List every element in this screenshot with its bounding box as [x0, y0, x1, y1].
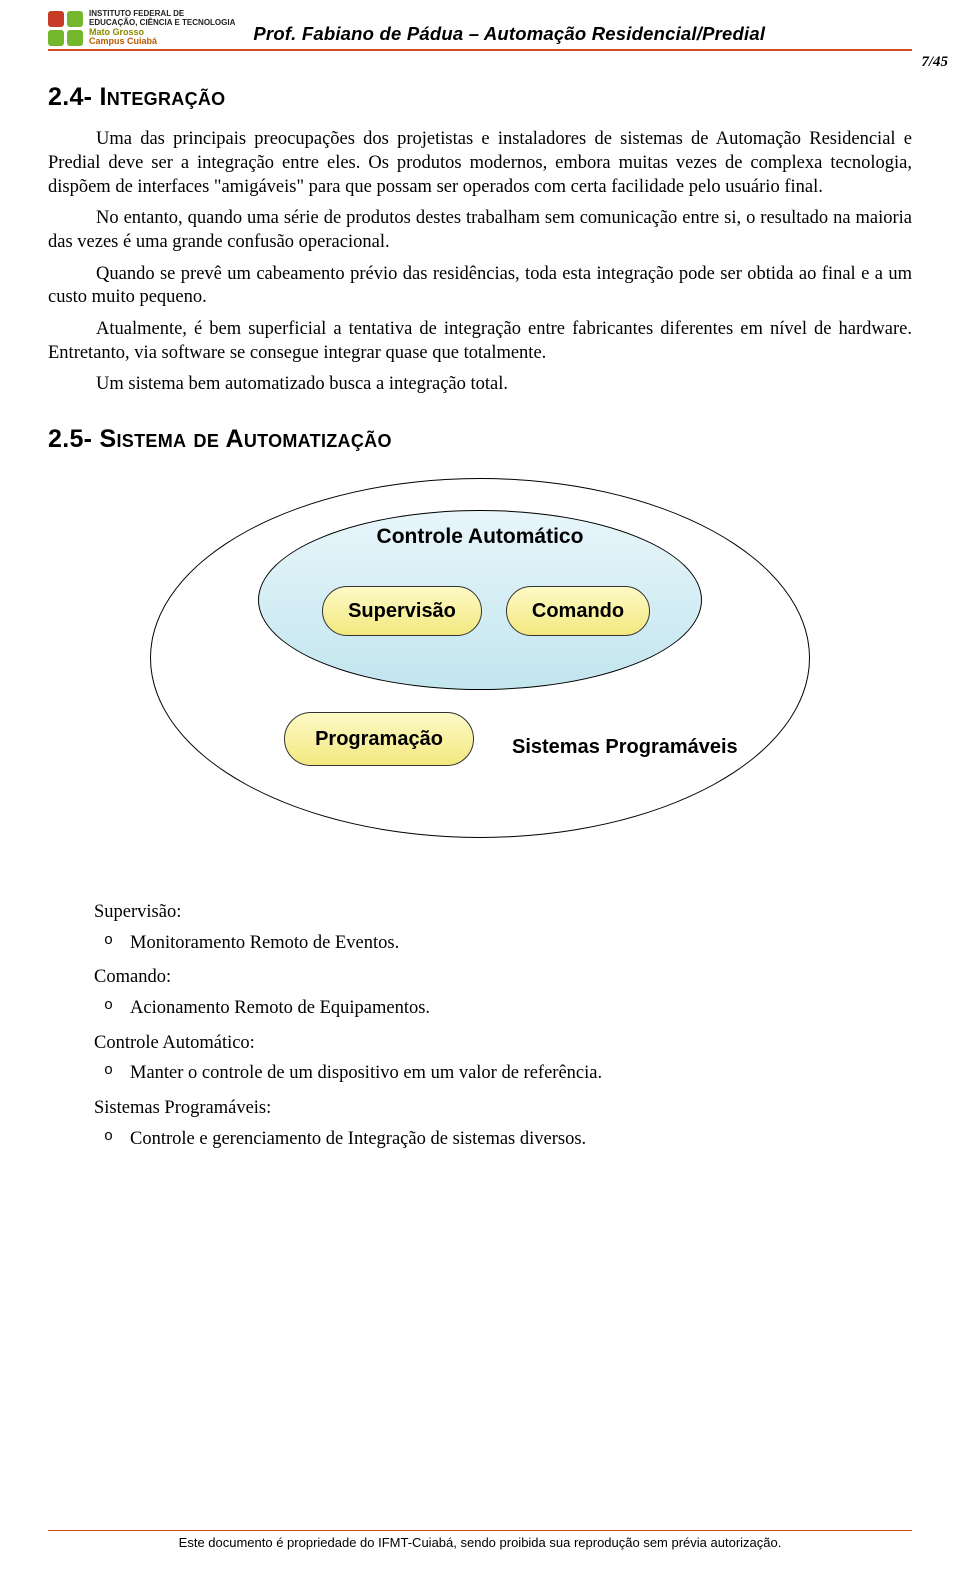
logo-sq-bl [48, 30, 64, 46]
def-item-sistemas: Controle e gerenciamento de Integração d… [94, 1125, 912, 1154]
section-heading-sistema: 2.5- Sistema de Automatização [48, 425, 912, 454]
node-comando-label: Comando [532, 600, 624, 623]
logo-sq-tr [67, 11, 83, 27]
def-term-comando: Comando: [94, 963, 912, 992]
node-supervisao-label: Supervisão [348, 600, 456, 623]
node-supervisao: Supervisão [322, 586, 482, 636]
logo-squares-icon [48, 11, 83, 46]
institution-text: INSTITUTO FEDERAL DE EDUCAÇÃO, CIÊNCIA E… [89, 10, 235, 47]
para-4: Atualmente, é bem superficial a tentativ… [48, 318, 912, 365]
logo-sq-tl [48, 11, 64, 27]
para-3: Quando se prevê um cabeamento prévio das… [48, 263, 912, 310]
page-number: 7/45 [921, 54, 948, 71]
logo-sq-br [67, 30, 83, 46]
section1-body: Uma das principais preocupações dos proj… [48, 128, 912, 397]
inner-ellipse-label: Controle Automático [259, 525, 701, 549]
def-item-comando: Acionamento Remoto de Equipamentos. [94, 994, 912, 1023]
node-programacao: Programação [284, 712, 474, 766]
page-footer: Este documento é propriedade do IFMT-Cui… [0, 1530, 960, 1550]
section-heading-integracao: 2.4- Integração [48, 83, 912, 112]
node-comando: Comando [506, 586, 650, 636]
para-5: Um sistema bem automatizado busca a inte… [48, 373, 912, 397]
footer-rule [48, 1530, 912, 1531]
inst-line4: Campus Cuiabá [89, 37, 235, 47]
def-item-supervisao: Monitoramento Remoto de Eventos. [94, 929, 912, 958]
outer-ellipse-label: Sistemas Programáveis [512, 736, 738, 759]
footer-text: Este documento é propriedade do IFMT-Cui… [179, 1535, 782, 1550]
def-term-supervisao: Supervisão: [94, 898, 912, 927]
diagram-canvas: Controle Automático Supervisão Comando P… [150, 478, 810, 838]
header-title: Prof. Fabiano de Pádua – Automação Resid… [253, 23, 765, 47]
node-programacao-label: Programação [315, 728, 443, 751]
page-header: INSTITUTO FEDERAL DE EDUCAÇÃO, CIÊNCIA E… [48, 10, 912, 51]
para-2: No entanto, quando uma série de produtos… [48, 207, 912, 254]
automation-diagram: Controle Automático Supervisão Comando P… [48, 478, 912, 838]
def-term-sistemas: Sistemas Programáveis: [94, 1094, 912, 1123]
para-1: Uma das principais preocupações dos proj… [48, 128, 912, 199]
institution-logo: INSTITUTO FEDERAL DE EDUCAÇÃO, CIÊNCIA E… [48, 10, 235, 47]
definitions-list: Supervisão: Monitoramento Remoto de Even… [48, 898, 912, 1153]
def-item-controle: Manter o controle de um dispositivo em u… [94, 1059, 912, 1088]
def-term-controle: Controle Automático: [94, 1029, 912, 1058]
